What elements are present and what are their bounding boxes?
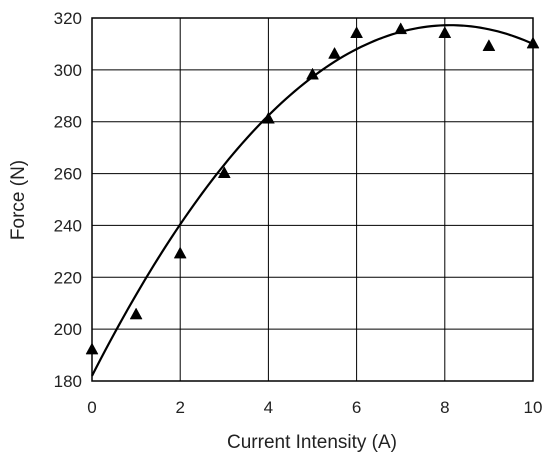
- gridlines: [91, 17, 534, 382]
- x-tick-label: 4: [264, 398, 273, 417]
- data-point: [526, 36, 540, 49]
- y-tick-label: 200: [54, 320, 82, 339]
- data-point: [350, 26, 364, 38]
- data-point: [85, 342, 99, 355]
- y-tick-label: 220: [54, 268, 82, 287]
- x-axis-ticks: 0 2 4 6 8 10: [87, 398, 542, 417]
- data-point: [328, 46, 341, 59]
- y-tick-label: 260: [54, 165, 82, 184]
- x-tick-label: 0: [87, 398, 96, 417]
- data-point: [482, 39, 496, 51]
- data-point: [173, 246, 187, 259]
- y-tick-label: 180: [54, 372, 82, 391]
- x-tick-label: 8: [440, 398, 449, 417]
- y-axis-label: Force (N): [8, 160, 29, 240]
- y-axis-ticks: 180 200 220 240 260 280 300 320: [54, 9, 82, 391]
- data-point: [394, 22, 408, 35]
- x-tick-label: 2: [175, 398, 184, 417]
- y-tick-label: 240: [54, 216, 82, 235]
- data-point: [438, 26, 452, 38]
- data-point: [261, 111, 275, 124]
- x-tick-label: 10: [524, 398, 543, 417]
- y-tick-label: 280: [54, 113, 82, 132]
- y-tick-label: 320: [54, 9, 82, 28]
- x-axis-label: Current Intensity (A): [227, 432, 397, 453]
- y-tick-label: 300: [54, 61, 82, 80]
- data-point: [129, 307, 143, 320]
- x-tick-label: 6: [352, 398, 361, 417]
- data-point: [306, 67, 319, 80]
- data-point: [217, 166, 231, 179]
- data-points: [85, 22, 540, 355]
